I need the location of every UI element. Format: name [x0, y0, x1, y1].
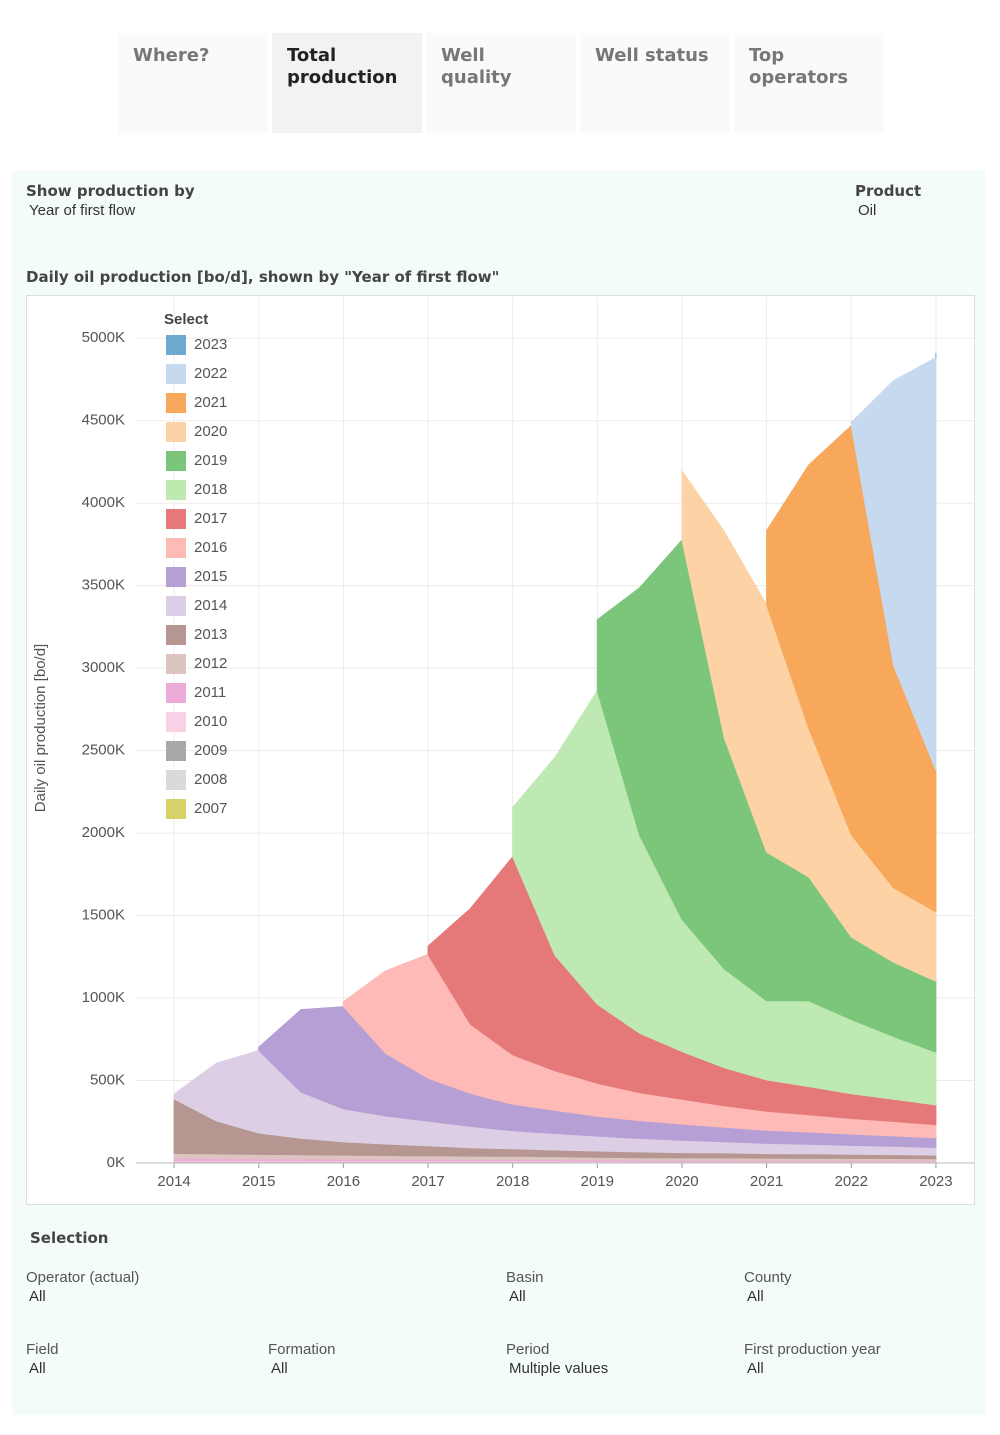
legend-swatch [166, 538, 186, 558]
legend-label: 2019 [194, 452, 227, 469]
legend-label: 2022 [194, 365, 227, 382]
legend-label: 2017 [194, 510, 227, 527]
legend-swatch [166, 741, 186, 761]
y-tick-label: 4500K [82, 412, 125, 429]
filter-value[interactable]: All [29, 1288, 46, 1305]
area [850, 356, 937, 771]
legend-swatch [166, 596, 186, 616]
y-tick-label: 1500K [82, 907, 125, 924]
x-tick-label: 2023 [919, 1173, 952, 1190]
control-value[interactable]: Year of first flow [29, 202, 136, 219]
chart-title: Daily oil production [bo/d], shown by "Y… [26, 268, 500, 286]
legend-swatch [166, 393, 186, 413]
legend-swatch [166, 480, 186, 500]
filter-value[interactable]: Multiple values [509, 1360, 609, 1377]
legend-swatch [166, 567, 186, 587]
x-tick-label: 2015 [242, 1173, 275, 1190]
filter-value[interactable]: All [747, 1288, 764, 1305]
legend-swatch [166, 422, 186, 442]
areas [173, 352, 937, 1164]
y-tick-label: 3500K [82, 577, 125, 594]
filter-label: Period [506, 1341, 550, 1358]
legend-label: 2010 [194, 713, 227, 730]
tab[interactable]: Where? [118, 33, 268, 133]
y-tick-label: 3000K [82, 659, 125, 676]
selection-title: Selection [30, 1229, 109, 1247]
x-tick-label: 2019 [581, 1173, 614, 1190]
legend-swatch [166, 451, 186, 471]
y-tick-label: 4000K [82, 494, 125, 511]
filter-label: First production year [744, 1341, 881, 1358]
filter-label: Operator (actual) [26, 1269, 140, 1286]
control-label: Show production by [26, 182, 195, 200]
legend-title: Select [164, 311, 208, 328]
x-tick-label: 2018 [496, 1173, 529, 1190]
legend-label: 2018 [194, 481, 227, 498]
y-tick-label: 2500K [82, 742, 125, 759]
filter-value[interactable]: All [509, 1288, 526, 1305]
filter-label: County [744, 1269, 792, 1286]
legend-swatch [166, 509, 186, 529]
chart-frame [26, 295, 975, 1205]
legend-swatch [166, 712, 186, 732]
chart: Daily oil production [bo/d] Select 0K 500… [26, 295, 975, 1205]
legend-swatch [166, 335, 186, 355]
legend-swatch [166, 770, 186, 790]
legend-label: 2009 [194, 742, 227, 759]
filter-label: Formation [268, 1341, 336, 1358]
x-tick-label: 2022 [835, 1173, 868, 1190]
legend-label: 2012 [194, 655, 227, 672]
legend-swatch [166, 364, 186, 384]
legend-label: 2020 [194, 423, 227, 440]
legend-label: 2013 [194, 626, 227, 643]
tab[interactable]: Well status [580, 33, 730, 133]
legend-label: 2015 [194, 568, 227, 585]
legend-label: 2007 [194, 800, 227, 817]
y-tick-label: 500K [90, 1071, 125, 1088]
legend-swatch [166, 625, 186, 645]
filter-label: Basin [506, 1269, 544, 1286]
y-tick-label: 5000K [82, 329, 125, 346]
control-value[interactable]: Oil [858, 202, 877, 219]
x-tick-label: 2016 [327, 1173, 360, 1190]
x-tick-label: 2017 [411, 1173, 444, 1190]
filter-label: Field [26, 1341, 59, 1358]
y-tick-label: 1000K [82, 989, 125, 1006]
filter-value[interactable]: All [271, 1360, 288, 1377]
y-tick-label: 0K [107, 1154, 125, 1171]
legend-label: 2014 [194, 597, 227, 614]
legend-swatch [166, 654, 186, 674]
legend-swatch [166, 799, 186, 819]
legend-label: 2011 [194, 684, 226, 701]
legend-label: 2016 [194, 539, 227, 556]
area [766, 424, 937, 913]
legend-label: 2021 [194, 394, 227, 411]
filter-value[interactable]: All [29, 1360, 46, 1377]
legend-label: 2008 [194, 771, 227, 788]
control-label: Product [855, 182, 922, 200]
y-axis-label: Daily oil production [bo/d] [32, 644, 49, 812]
tab[interactable]: Top operators [734, 33, 884, 133]
tab[interactable]: Total production [272, 33, 422, 133]
x-tick-label: 2020 [665, 1173, 698, 1190]
filter-value[interactable]: All [747, 1360, 764, 1377]
x-tick-label: 2021 [750, 1173, 783, 1190]
legend-label: 2023 [194, 336, 227, 353]
tab[interactable]: Well quality [426, 33, 576, 133]
legend-swatch [166, 683, 186, 703]
y-tick-label: 2000K [82, 824, 125, 841]
x-tick-label: 2014 [157, 1173, 190, 1190]
